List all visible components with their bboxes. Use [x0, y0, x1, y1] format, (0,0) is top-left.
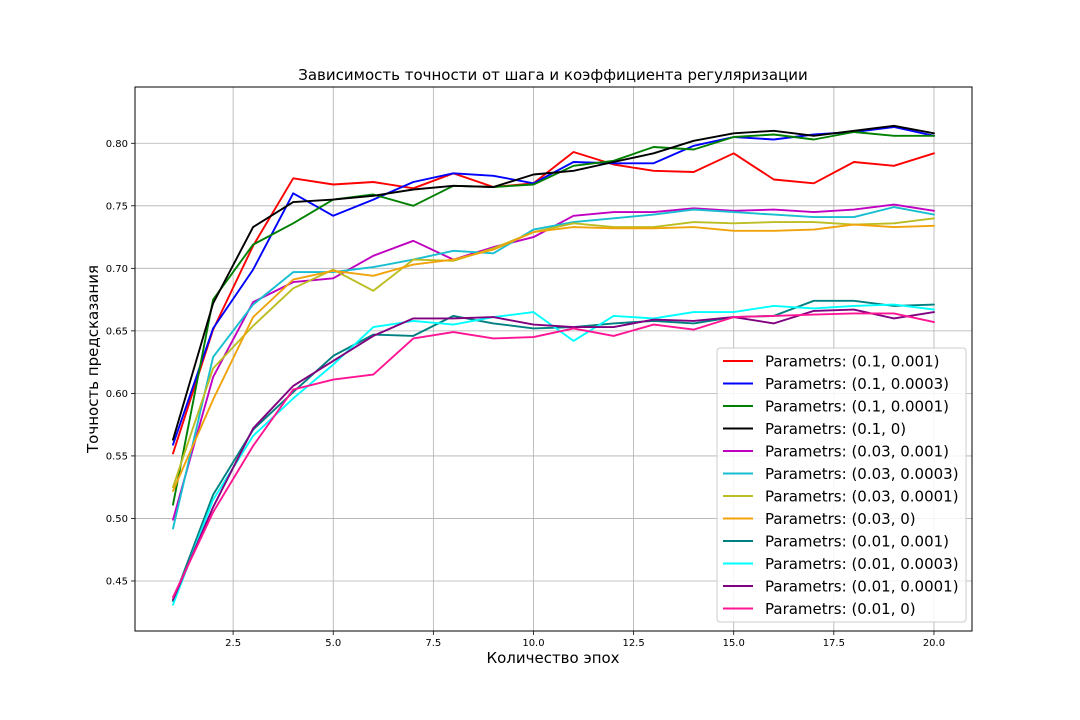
- x-tick-label: 15.0: [723, 638, 745, 649]
- legend-label: Parametrs: (0.1, 0): [765, 420, 906, 438]
- x-tick-label: 17.5: [823, 638, 845, 649]
- y-tick-label: 0.45: [106, 576, 128, 587]
- x-tick-label: 5.0: [325, 638, 341, 649]
- series-lines: [172, 124, 935, 606]
- y-tick-label: 0.70: [106, 264, 128, 275]
- legend-label: Parametrs: (0.03, 0.0003): [765, 465, 959, 483]
- y-tick-label: 0.60: [106, 389, 128, 400]
- series-line-11: [172, 308, 935, 601]
- legend-label: Parametrs: (0.01, 0.0001): [765, 578, 959, 596]
- series-line-7: [172, 217, 935, 489]
- legend-box: [716, 347, 967, 623]
- series-line-12: [172, 312, 935, 599]
- y-axis-ticks: 0.45 0.50 0.55 0.60 0.65 0.70 0.75 0.80: [106, 139, 135, 587]
- series-line-8: [172, 223, 935, 492]
- series-line-1: [172, 151, 935, 455]
- series-line-6: [172, 206, 935, 530]
- y-axis-label: Точность предсказания: [84, 265, 102, 454]
- legend-label: Parametrs: (0.1, 0.0001): [765, 398, 949, 416]
- legend-label: Parametrs: (0.01, 0.001): [765, 533, 949, 551]
- y-tick-label: 0.55: [106, 451, 128, 462]
- x-axis-label: Количество эпох: [486, 649, 619, 667]
- x-tick-label: 7.5: [425, 638, 441, 649]
- x-tick-label: 2.5: [225, 638, 241, 649]
- x-tick-label: 20.0: [923, 638, 945, 649]
- chart-title: Зависимость точности от шага и коэффицие…: [298, 66, 808, 84]
- legend: Parametrs: (0.1, 0.001) Parametrs: (0.1, …: [716, 347, 967, 623]
- series-line-9: [172, 299, 935, 602]
- x-axis-ticks: 2.5 5.0 7.5 10.0 12.5 15.0 17.5 20.0: [225, 631, 945, 649]
- x-tick-label: 12.5: [622, 638, 644, 649]
- y-tick-label: 0.80: [106, 139, 128, 150]
- legend-label: Parametrs: (0.01, 0): [765, 600, 916, 618]
- series-line-3: [172, 131, 935, 506]
- plot-area-frame: [134, 86, 973, 632]
- legend-label: Parametrs: (0.01, 0.0003): [765, 555, 959, 573]
- legend-label: Parametrs: (0.03, 0.001): [765, 443, 949, 461]
- y-tick-label: 0.65: [106, 326, 128, 337]
- y-tick-label: 0.75: [106, 201, 128, 212]
- legend-label: Parametrs: (0.1, 0.0003): [765, 375, 949, 393]
- series-line-4: [172, 124, 935, 441]
- legend-label: Parametrs: (0.1, 0.001): [765, 353, 940, 371]
- legend-label: Parametrs: (0.03, 0): [765, 510, 916, 528]
- y-tick-label: 0.50: [106, 514, 128, 525]
- x-tick-label: 10.0: [522, 638, 544, 649]
- legend-label: Parametrs: (0.03, 0.0001): [765, 488, 959, 506]
